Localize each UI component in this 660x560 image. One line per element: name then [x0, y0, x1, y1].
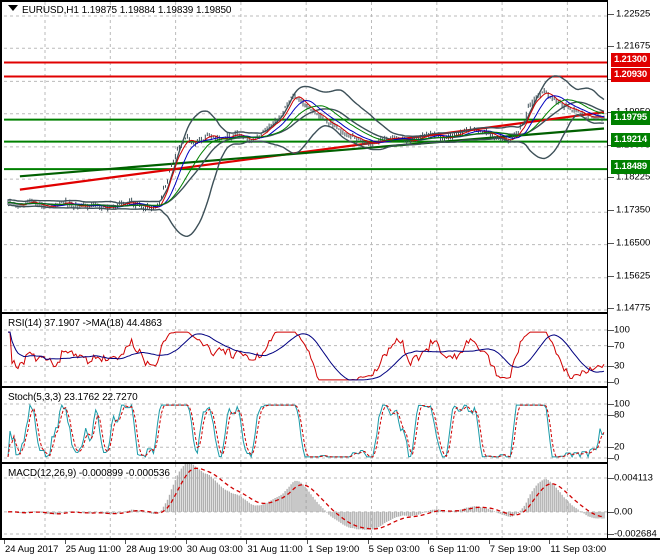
- time-tick-label: 7 Sep 19:00: [489, 544, 542, 555]
- price-level-badge[interactable]: 1.18489: [611, 160, 650, 175]
- price-scale[interactable]: 1.225251.216751.208001.199501.190751.182…: [608, 0, 660, 540]
- price-tick-mark: [608, 14, 614, 15]
- time-tick-mark: [549, 540, 551, 544]
- price-svg: [4, 2, 610, 312]
- price-panel: EURUSD,H1 1.19875 1.19884 1.19839 1.1985…: [0, 0, 610, 312]
- price-tick-label: 1.16500: [616, 237, 651, 249]
- stoch-header: Stoch(5,3,3) 23.1762 22.7270: [8, 392, 138, 403]
- rsi-tick-label: 70: [614, 340, 625, 352]
- time-tick-mark: [428, 540, 430, 544]
- rsi-tick-mark: [608, 345, 614, 347]
- stoch-tick-label: 100: [614, 398, 630, 410]
- macd-tick-label: 0.00: [614, 506, 633, 518]
- macd-tick-label: 0.004113: [614, 472, 653, 484]
- macd-tick-label: -0.002684: [614, 528, 657, 540]
- time-tick-label: 31 Aug 11:00: [247, 544, 303, 555]
- stoch-tick-mark: [608, 458, 614, 459]
- macd-signal-line: [7, 467, 605, 530]
- price-tick-mark: [608, 308, 614, 309]
- stoch-panel: Stoch(5,3,3) 23.1762 22.7270: [0, 388, 610, 462]
- price-plot: [4, 2, 610, 312]
- price-level-badge[interactable]: 1.21300: [611, 53, 650, 68]
- stoch-tick-mark: [608, 414, 614, 416]
- macd-tick-mark: [608, 478, 614, 479]
- price-level-badge[interactable]: 1.20930: [611, 67, 650, 82]
- macd-tick-mark: [608, 534, 614, 535]
- rsi-tick-label: 0: [614, 376, 620, 388]
- macd-tick-mark: [608, 511, 614, 513]
- stoch-tick-label: 0: [614, 452, 620, 464]
- price-tick-mark: [608, 46, 614, 48]
- rsi-tick-label: 30: [614, 360, 625, 372]
- price-bg: [4, 2, 610, 312]
- time-tick-mark: [125, 540, 127, 544]
- price-tick-label: 1.14775: [616, 302, 651, 314]
- time-tick-mark: [64, 540, 66, 544]
- time-tick-label: 30 Aug 03:00: [186, 544, 243, 555]
- rsi-tick-mark: [608, 382, 614, 383]
- time-tick-label: 24 Aug 2017: [5, 544, 59, 555]
- price-level-badge[interactable]: 1.19795: [611, 110, 650, 125]
- price-tick-mark: [608, 177, 614, 179]
- macd-header: MACD(12,26,9) -0.000899 -0.000536: [8, 468, 170, 479]
- stoch-bg: [4, 388, 610, 462]
- time-tick-mark: [488, 540, 490, 544]
- chevron-down-icon[interactable]: [8, 5, 18, 11]
- price-level-badge[interactable]: 1.19214: [611, 132, 650, 147]
- rsi-tick-mark: [608, 330, 614, 331]
- panel-divider-2: [0, 386, 660, 388]
- price-tick-label: 1.18225: [616, 171, 651, 183]
- stoch-tick-mark: [608, 447, 614, 449]
- time-tick-label: 6 Sep 11:00: [429, 544, 480, 555]
- rsi-series: [8, 331, 605, 381]
- price-axis-border: [607, 0, 608, 538]
- time-tick-label: 28 Aug 19:00: [126, 544, 183, 555]
- time-tick-label: 11 Sep 03:00: [550, 544, 607, 555]
- rsi-tick-label: 100: [614, 324, 630, 336]
- time-tick-label: 1 Sep 19:00: [308, 544, 360, 555]
- price-tick-mark: [608, 242, 614, 244]
- stoch-series: [7, 403, 605, 459]
- symbol-header[interactable]: EURUSD,H1 1.19875 1.19884 1.19839 1.1985…: [8, 5, 232, 16]
- price-tick-mark: [608, 275, 614, 277]
- stoch-plot: [4, 388, 610, 462]
- price-tick-label: 1.22525: [616, 8, 651, 20]
- stoch-tick-label: 80: [614, 409, 625, 421]
- rsi-gridlines: [4, 314, 610, 386]
- rsi-header: RSI(14) 37.1907 ->MA(18) 44.4863: [8, 318, 162, 329]
- price-tick-label: 1.21675: [616, 40, 651, 52]
- time-tick-label: 25 Aug 11:00: [65, 544, 121, 555]
- panel-divider-3: [0, 462, 660, 464]
- price-tick-mark: [608, 210, 614, 212]
- price-gridlines: [4, 2, 610, 312]
- time-tick-mark: [246, 540, 248, 544]
- time-scale[interactable]: 24 Aug 2017 25 Aug 11:00 28 Aug 19:00 30 Au…: [0, 538, 660, 560]
- macd-panel: MACD(12,26,9) -0.000899 -0.000536: [0, 464, 610, 538]
- price-tick-label: 1.15625: [616, 270, 651, 282]
- macd-svg: [4, 464, 610, 538]
- stoch-tick-label: 20: [614, 441, 625, 453]
- time-tick-mark: [367, 540, 369, 544]
- rsi-svg: [4, 314, 610, 386]
- time-tick-mark: [185, 540, 187, 544]
- macd-histogram: [9, 464, 605, 530]
- rsi-panel: RSI(14) 37.1907 ->MA(18) 44.4863: [0, 314, 610, 386]
- time-tick-label: 5 Sep 03:00: [368, 544, 420, 555]
- symbol-header-text: EURUSD,H1 1.19875 1.19884 1.19839 1.1985…: [22, 5, 232, 16]
- stoch-tick-mark: [608, 404, 614, 405]
- stoch-svg: [4, 388, 610, 462]
- panel-divider-1: [0, 312, 660, 314]
- time-tick-mark: [307, 540, 308, 544]
- stoch-gridlines: [4, 388, 610, 462]
- price-tick-label: 1.17350: [616, 204, 651, 216]
- macd-plot: [4, 464, 610, 538]
- rsi-plot: [4, 314, 610, 386]
- moving-average-lines: [7, 92, 605, 209]
- time-tick-mark: [4, 540, 5, 544]
- rsi-tick-mark: [608, 366, 614, 368]
